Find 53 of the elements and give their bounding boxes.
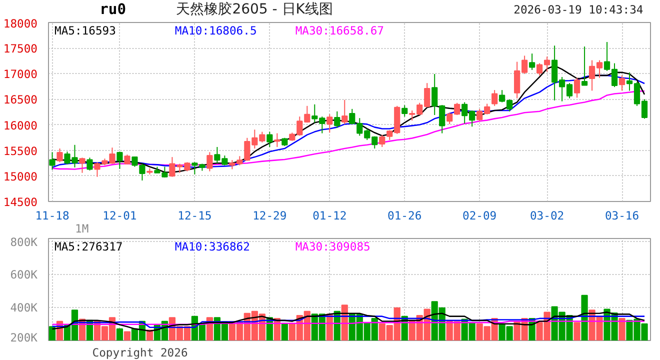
y-tick-label: 18000 — [3, 16, 38, 30]
x-tick-label: 03-16 — [604, 208, 640, 222]
candlestick — [581, 46, 588, 86]
x-tick-label: 11-18 — [35, 208, 70, 222]
text: MA10:16806.5 — [174, 23, 257, 38]
candlestick — [56, 148, 63, 163]
candlestick — [574, 77, 580, 98]
line-series — [52, 312, 646, 332]
x-tick-label: 12-01 — [102, 208, 137, 222]
candlestick — [79, 157, 86, 174]
x-tick-label: 12-15 — [178, 208, 212, 222]
text: MA5:276317 — [54, 240, 123, 254]
y-tick-label: 600K — [10, 268, 38, 282]
y-tick-label: 17000 — [3, 67, 38, 82]
y-tick-label: 16000 — [3, 118, 38, 132]
y-tick-label: 14500 — [3, 195, 38, 209]
candlestick — [266, 131, 273, 148]
candlestick — [206, 152, 213, 172]
candlestick — [116, 151, 123, 170]
text: ru0 — [100, 1, 126, 18]
candlestick — [326, 114, 333, 134]
y-tick-label: 15500 — [3, 144, 38, 158]
y-tick-label: 200K — [10, 330, 38, 344]
text: MA30:16658.67 — [295, 23, 384, 38]
candlestick — [342, 99, 348, 125]
x-tick-label: 12-29 — [252, 208, 287, 222]
y-tick-label: 16500 — [3, 92, 38, 107]
x-tick-label: 01-12 — [312, 208, 347, 222]
text: MA10:336862 — [174, 240, 250, 254]
candlestick — [618, 74, 626, 92]
y-tick-label: 400K — [10, 300, 38, 315]
y-tick-label: 17500 — [3, 42, 38, 56]
x-tick-label: 03-02 — [530, 208, 564, 222]
text: 2026-03-19 10:43:34 — [514, 2, 644, 16]
y-tick-label: 15000 — [3, 169, 38, 184]
text: MA30:309085 — [295, 240, 370, 254]
candlestick — [49, 152, 56, 170]
candlestick — [86, 157, 93, 171]
line-series — [52, 316, 646, 328]
chart-title: 天然橡胶2605 - 日K线图 — [176, 2, 333, 18]
candlestick — [402, 104, 408, 118]
text: MA5:16593 — [54, 23, 116, 38]
text: Copyright 2026 — [92, 346, 188, 360]
candlestick — [492, 90, 498, 106]
x-tick-label: 01-26 — [388, 208, 422, 222]
x-tick-label: 02-09 — [462, 208, 497, 222]
candlestick — [334, 110, 340, 128]
candlestick — [379, 134, 386, 148]
y-tick-label: 800K — [10, 234, 38, 249]
candlestick — [274, 132, 280, 148]
candlestick — [124, 154, 130, 165]
text: 1M — [74, 222, 89, 236]
candlestick — [529, 53, 536, 70]
